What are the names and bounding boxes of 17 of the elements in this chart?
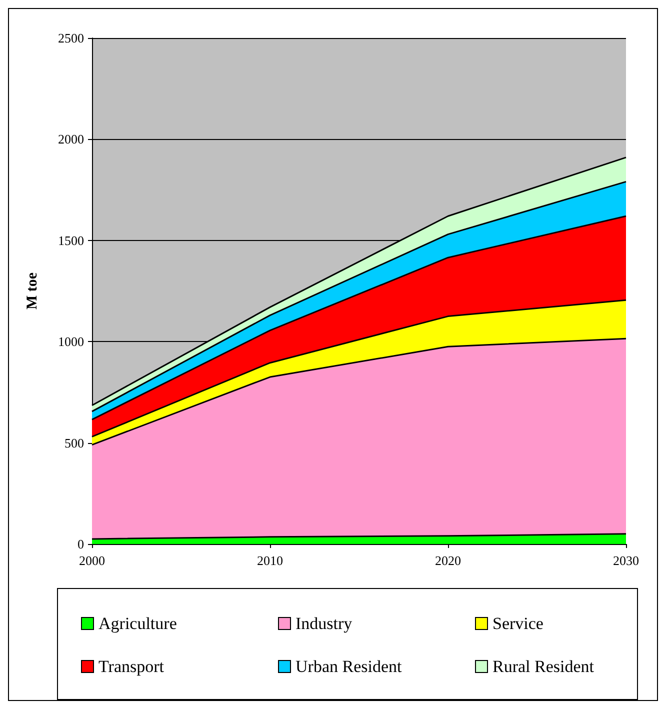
y-tick-label: 1500 xyxy=(58,232,84,248)
y-tick-label: 500 xyxy=(64,435,84,450)
legend-label: Transport xyxy=(98,657,164,676)
legend-label: Agriculture xyxy=(98,614,177,633)
x-tick-label: 2020 xyxy=(435,553,461,568)
x-tick-label: 2000 xyxy=(79,553,105,568)
y-tick-label: 2000 xyxy=(58,132,84,147)
legend-label: Industry xyxy=(296,614,353,633)
x-tick-label: 2010 xyxy=(257,553,283,568)
legend-label: Service xyxy=(492,614,544,633)
y-tick-label: 2500 xyxy=(58,30,84,46)
x-tick-label: 2030 xyxy=(613,553,639,568)
y-tick-label: 1000 xyxy=(58,334,84,350)
y-axis-title: M toe xyxy=(24,272,40,310)
y-tick-label: 0 xyxy=(78,536,84,552)
legend-label: Urban Resident xyxy=(296,657,402,676)
legend-label: Rural Resident xyxy=(492,657,594,676)
